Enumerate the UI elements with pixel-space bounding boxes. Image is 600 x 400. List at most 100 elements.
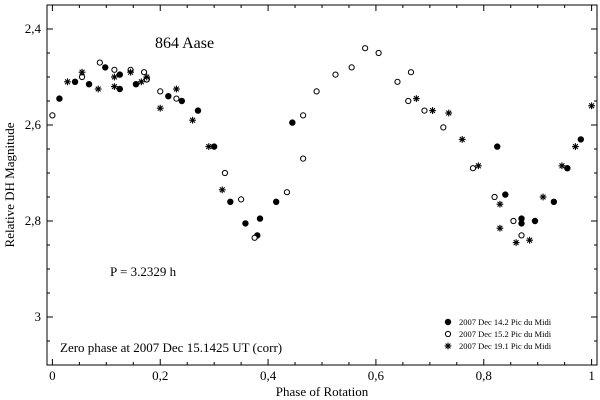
data-point-series-1 [550,198,558,205]
legend-label-3: 2007 Dec 19.1 Pic du Midi [459,341,552,351]
data-point-series-1 [116,85,123,93]
data-point-series-2 [300,155,307,162]
legend-marker-3 [444,342,452,350]
data-point-series-1 [194,107,202,114]
axis-ticks: 0 0,2 0,4 0,6 0,8 1 2,4 2,6 2,8 3 [25,5,597,383]
data-point-series-2 [421,107,428,114]
legend-marker-2 [444,330,452,338]
data-point-series-3 [205,143,213,150]
data-point-series-2 [375,49,382,57]
data-point-series-2 [251,234,258,241]
data-point-series-1 [227,198,234,205]
data-point-series-3 [218,186,226,194]
data-point-series-2 [221,169,229,177]
data-point-series-1 [165,92,172,100]
data-point-series-3 [458,136,466,143]
data-point-series-2 [407,69,415,76]
data-point-series-2 [300,112,307,119]
y-axis-title: Relative DH Magnitude [2,122,17,247]
data-point-series-2 [332,71,339,78]
data-point-series-2 [283,189,291,196]
data-point-series-3 [127,68,134,76]
data-point-series-3 [111,83,118,90]
data-point-series-1 [116,71,123,78]
x-tick-label: 0,8 [476,368,492,383]
data-point-series-3 [526,236,533,244]
data-point-series-1 [289,119,296,126]
data-point-series-3 [412,95,420,102]
x-axis-title: Phase of Rotation [276,384,369,399]
legend-marker-1 [444,318,452,326]
data-point-series-2 [510,217,517,225]
data-point-series-2 [313,88,320,95]
y-tick-label: 2,4 [25,21,42,36]
data-point-series-2 [348,64,355,71]
data-point-series-3 [156,104,164,112]
legend: 2007 Dec 14.2 Pic du Midi 2007 Dec 15.2 P… [444,317,552,351]
data-point-series-2 [111,66,118,73]
x-tick-label: 0 [49,368,56,383]
data-point-series-2 [440,124,447,131]
data-point-series-1 [85,80,93,88]
data-point-series-1 [56,95,63,102]
data-point-series-1 [256,215,264,222]
data-point-series-1 [272,198,280,205]
data-point-series-1 [210,143,218,150]
data-point-series-3 [445,109,453,117]
data-point-series-1 [502,191,509,198]
x-tick-label: 0,6 [368,368,385,383]
data-point-series-3 [474,162,482,170]
data-point-series-2 [96,59,103,66]
data-point-series-2 [173,95,180,102]
data-point-series-3 [94,85,102,93]
data-point-series-2 [469,165,477,172]
y-tick-label: 3 [35,309,42,324]
data-point-series-1 [494,143,501,150]
data-point-series-3 [111,73,118,81]
data-point-series-3 [173,85,180,93]
data-point-series-1 [518,220,525,227]
y-tick-label: 2,8 [25,213,41,228]
data-point-series-3 [539,193,547,201]
x-tick-label: 1 [588,368,595,383]
data-point-series-1 [102,64,109,71]
data-point-series-1 [178,97,186,105]
data-point-series-1 [531,217,539,225]
data-point-series-2 [491,193,498,201]
data-point-series-1 [132,80,140,88]
data-point-series-3 [588,102,596,110]
data-point-series-3 [496,200,504,208]
data-point-series-1 [577,136,585,143]
data-point-series-3 [572,143,579,150]
data-point-series-3 [64,78,71,86]
data-point-series-3 [558,162,566,170]
data-point-series-2 [362,45,369,52]
data-points [49,45,596,246]
legend-label-2: 2007 Dec 15.2 Pic du Midi [459,329,552,339]
period-annotation: P = 3.2329 h [110,264,177,279]
data-point-series-3 [137,78,145,86]
chart-title: 864 Aase [155,35,214,52]
data-point-series-2 [140,69,148,76]
legend-label-1: 2007 Dec 14.2 Pic du Midi [459,317,552,327]
data-point-series-2 [238,196,245,203]
data-point-series-3 [78,68,86,76]
zero-phase-annotation: Zero phase at 2007 Dec 15.1425 UT (corr) [60,340,282,355]
data-point-series-2 [518,232,525,239]
data-point-series-2 [405,97,412,105]
data-point-series-3 [496,224,504,232]
data-point-series-1 [71,78,79,85]
data-point-series-2 [49,112,56,119]
data-point-series-3 [429,107,436,114]
data-point-series-3 [512,239,520,246]
x-tick-label: 0,2 [152,368,168,383]
data-point-series-1 [242,220,249,227]
data-point-series-3 [143,73,151,81]
data-point-series-3 [189,116,196,124]
data-point-series-2 [157,88,164,95]
x-tick-label: 0,4 [260,368,277,383]
data-point-series-2 [394,78,401,85]
y-tick-label: 2,6 [25,117,42,132]
